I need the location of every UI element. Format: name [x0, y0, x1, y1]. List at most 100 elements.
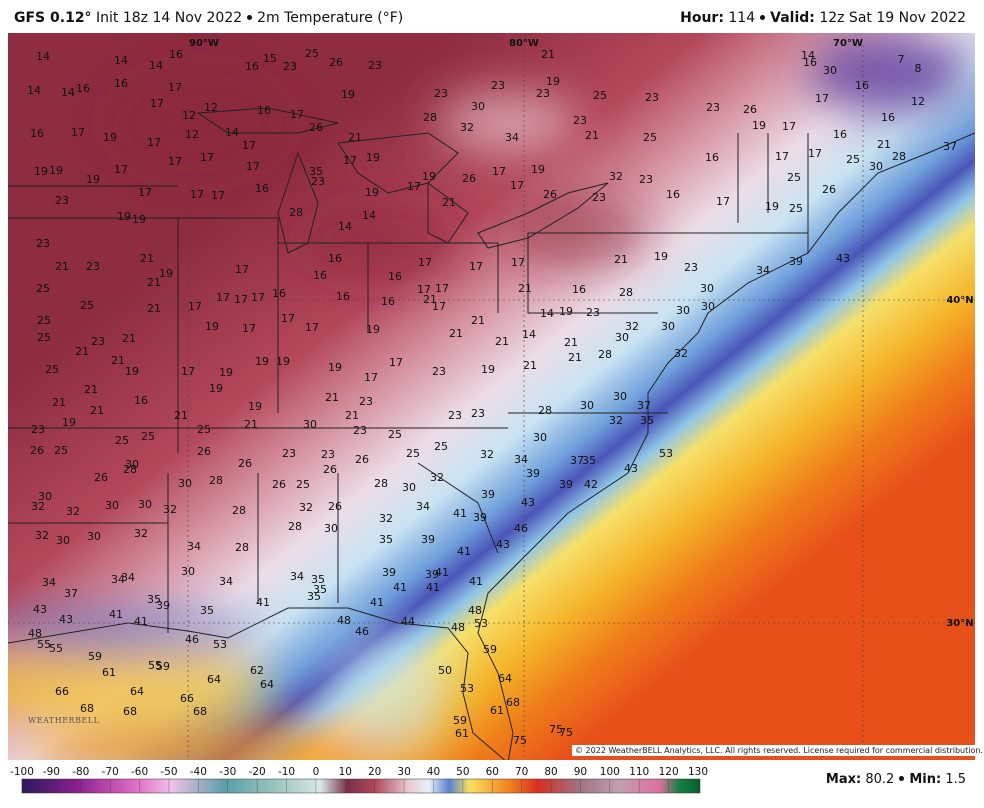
station-temp: 17 [200, 151, 214, 164]
station-temp: 41 [469, 575, 483, 588]
station-temp: 19 [422, 170, 436, 183]
station-temp: 23 [471, 407, 485, 420]
station-temp: 16 [881, 111, 895, 124]
station-temp: 35 [379, 533, 393, 546]
colorbar-tick-label: 70 [515, 766, 528, 778]
station-temp: 26 [309, 121, 323, 134]
station-temp: 48 [468, 604, 482, 617]
station-temp: 30 [324, 522, 338, 535]
station-temp: 19 [365, 186, 379, 199]
station-temp: 25 [593, 89, 607, 102]
station-temp: 30 [178, 477, 192, 490]
station-temp: 41 [426, 581, 440, 594]
station-temp: 25 [80, 299, 94, 312]
station-temp: 17 [138, 186, 152, 199]
station-temp: 41 [370, 596, 384, 609]
station-temp: 41 [457, 545, 471, 558]
station-temp: 17 [815, 92, 829, 105]
station-temp: 61 [455, 727, 469, 740]
min: 1.5 [945, 772, 966, 787]
station-temp: 14 [225, 126, 239, 139]
station-temp: 34 [42, 576, 56, 589]
station-temp: 64 [260, 678, 274, 691]
colorbar-tick-label: -60 [131, 766, 148, 778]
station-temp: 16 [134, 394, 148, 407]
station-temp: 23 [573, 114, 587, 127]
station-temp: 34 [416, 500, 430, 513]
station-temp: 61 [102, 666, 116, 679]
station-temp: 12 [911, 95, 925, 108]
colorbar-tick-label: 30 [397, 766, 410, 778]
colorbar-tick-label: 120 [659, 766, 679, 778]
station-temp: 12 [182, 109, 196, 122]
station-temp: 14 [338, 220, 352, 233]
station-temp: 21 [174, 409, 188, 422]
colorbar-tick-label: -30 [219, 766, 236, 778]
station-temp: 21 [541, 48, 555, 61]
station-temp: 16 [30, 127, 44, 140]
station-temp: 17 [242, 322, 256, 335]
station-temp: 28 [288, 520, 302, 533]
station-temp: 23 [684, 261, 698, 274]
station-temp: 26 [743, 103, 757, 116]
station-temp: 21 [52, 396, 66, 409]
boundaries [8, 45, 975, 760]
station-temp: 23 [434, 87, 448, 100]
station-temp: 28 [598, 348, 612, 361]
station-temp: 21 [471, 314, 485, 327]
station-temp: 19 [132, 213, 146, 226]
station-temp: 19 [328, 361, 342, 374]
colorbar: -100 -90 -80 -70 -60 -50 -40 -30 -20 -10 0 10 20 30 40… [10, 766, 708, 794]
station-temp: 23 [353, 424, 367, 437]
station-temp: 17 [188, 300, 202, 313]
station-temp: 34 [505, 131, 519, 144]
station-temp: 30 [56, 534, 70, 547]
station-temp: 68 [80, 702, 94, 715]
colorbar-tick-label: -80 [72, 766, 89, 778]
station-temp: 14 [362, 209, 376, 222]
station-temp: 17 [216, 291, 230, 304]
station-temp: 14 [801, 49, 815, 62]
station-temp: 25 [141, 430, 155, 443]
colorbar-tick-label: 10 [339, 766, 352, 778]
station-temp: 17 [190, 188, 204, 201]
station-temp: 16 [381, 295, 395, 308]
station-temp: 30 [613, 390, 627, 403]
station-temp: 16 [114, 77, 128, 90]
station-temp: 32 [609, 170, 623, 183]
station-temp: 39 [425, 568, 439, 581]
station-temp: 30 [701, 300, 715, 313]
station-temp: 43 [496, 538, 510, 551]
station-temp: 44 [401, 615, 415, 628]
station-temp: 21 [523, 359, 537, 372]
station-temp: 14 [522, 328, 536, 341]
station-temp: 16 [257, 104, 271, 117]
header-left: GFS 0.12° Init 18z 14 Nov 2022 2m Tempera… [14, 10, 403, 26]
station-temp: 53 [659, 447, 673, 460]
station-temp: 59 [88, 650, 102, 663]
station-temp: 21 [122, 332, 136, 345]
station-temp: 15 [263, 52, 277, 65]
station-temp: 17 [246, 160, 260, 173]
station-temp: 23 [321, 448, 335, 461]
station-temp: 21 [442, 196, 456, 209]
station-temp: 21 [345, 409, 359, 422]
station-temp: 19 [531, 163, 545, 176]
station-temp: 50 [438, 664, 452, 677]
station-temp: 30 [38, 490, 52, 503]
station-temp: 17 [181, 365, 195, 378]
station-temp: 32 [480, 448, 494, 461]
station-temp: 23 [283, 60, 297, 73]
max-label: Max: [825, 772, 862, 787]
station-temp: 43 [624, 462, 638, 475]
station-temp: 39 [526, 467, 540, 480]
station-temp: 35 [311, 573, 325, 586]
station-temp: 16 [388, 270, 402, 283]
station-temp: 32 [460, 121, 474, 134]
colorbar-tick-label: 100 [600, 766, 620, 778]
station-temp: 25 [45, 363, 59, 376]
station-temp: 19 [205, 320, 219, 333]
station-temp: 23 [639, 173, 653, 186]
station-temp: 17 [435, 282, 449, 295]
